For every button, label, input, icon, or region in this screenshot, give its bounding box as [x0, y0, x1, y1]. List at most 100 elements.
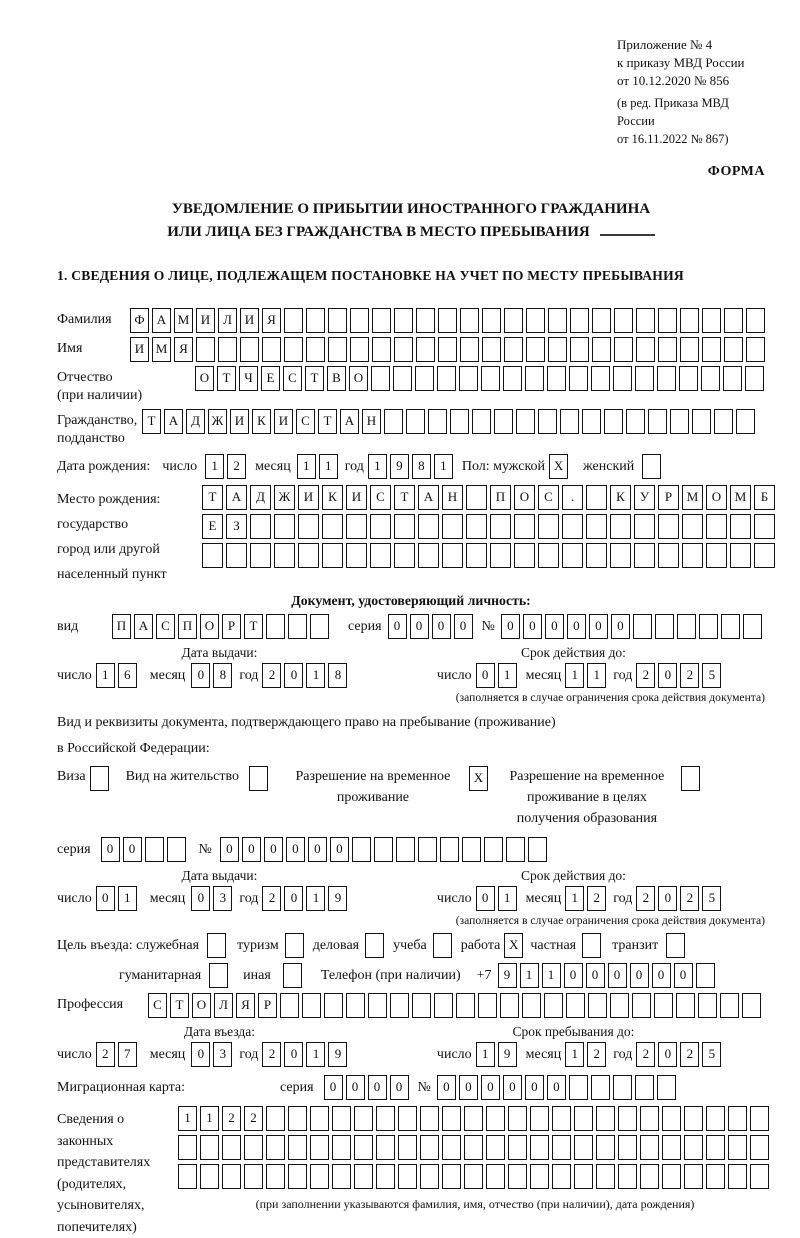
char-cell[interactable]: М: [152, 337, 171, 362]
char-cell[interactable]: 2: [636, 663, 655, 688]
char-cell[interactable]: [376, 1106, 395, 1131]
char-cell[interactable]: 0: [454, 614, 473, 639]
char-cell[interactable]: [459, 366, 478, 391]
char-cell[interactable]: К: [252, 409, 271, 434]
char-cell[interactable]: [352, 837, 371, 862]
char-cell[interactable]: [438, 337, 457, 362]
char-cell[interactable]: 1: [178, 1106, 197, 1131]
char-cell[interactable]: Ж: [208, 409, 227, 434]
char-cell[interactable]: [350, 308, 369, 333]
char-cell[interactable]: [418, 543, 439, 568]
char-cell[interactable]: [462, 837, 481, 862]
char-cell[interactable]: [706, 514, 727, 539]
char-cell[interactable]: [280, 993, 299, 1018]
char-cell[interactable]: Л: [218, 308, 237, 333]
char-cell[interactable]: [354, 1164, 373, 1189]
char-cell[interactable]: [720, 993, 739, 1018]
char-cell[interactable]: [514, 514, 535, 539]
char-cell[interactable]: [750, 1164, 769, 1189]
char-cell[interactable]: 0: [432, 614, 451, 639]
char-cell[interactable]: 0: [308, 837, 327, 862]
char-cell[interactable]: [310, 1135, 329, 1160]
char-cell[interactable]: [635, 1075, 654, 1100]
char-cell[interactable]: [569, 366, 588, 391]
char-cell[interactable]: [696, 963, 715, 988]
char-cell[interactable]: [658, 308, 677, 333]
char-cell[interactable]: [274, 543, 295, 568]
char-cell[interactable]: [442, 514, 463, 539]
char-cell[interactable]: [699, 614, 718, 639]
char-cell[interactable]: [666, 933, 685, 958]
char-cell[interactable]: [528, 837, 547, 862]
char-cell[interactable]: О: [349, 366, 368, 391]
char-cell[interactable]: 2: [96, 1042, 115, 1067]
char-cell[interactable]: 6: [118, 663, 137, 688]
char-cell[interactable]: [552, 1106, 571, 1131]
char-cell[interactable]: 1: [565, 1042, 584, 1067]
char-cell[interactable]: [420, 1135, 439, 1160]
char-cell[interactable]: [284, 337, 303, 362]
char-cell[interactable]: [370, 514, 391, 539]
char-cell[interactable]: [500, 993, 519, 1018]
char-cell[interactable]: И: [298, 485, 319, 510]
char-cell[interactable]: 1: [520, 963, 539, 988]
char-cell[interactable]: 2: [587, 1042, 606, 1067]
char-cell[interactable]: [442, 1164, 461, 1189]
char-cell[interactable]: [514, 543, 535, 568]
char-cell[interactable]: X: [549, 454, 568, 479]
char-cell[interactable]: [332, 1106, 351, 1131]
char-cell[interactable]: 0: [545, 614, 564, 639]
char-cell[interactable]: [508, 1106, 527, 1131]
char-cell[interactable]: [728, 1135, 747, 1160]
char-cell[interactable]: [478, 993, 497, 1018]
char-cell[interactable]: З: [226, 514, 247, 539]
char-cell[interactable]: Р: [222, 614, 241, 639]
char-cell[interactable]: [288, 1135, 307, 1160]
char-cell[interactable]: И: [230, 409, 249, 434]
char-cell[interactable]: У: [634, 485, 655, 510]
char-cell[interactable]: [354, 1106, 373, 1131]
char-cell[interactable]: [486, 1135, 505, 1160]
char-cell[interactable]: [569, 1075, 588, 1100]
char-cell[interactable]: [226, 543, 247, 568]
char-cell[interactable]: 0: [388, 614, 407, 639]
char-cell[interactable]: Т: [170, 993, 189, 1018]
char-cell[interactable]: [706, 1135, 725, 1160]
char-cell[interactable]: 1: [565, 886, 584, 911]
char-cell[interactable]: [626, 409, 645, 434]
char-cell[interactable]: X: [504, 933, 523, 958]
char-cell[interactable]: О: [200, 614, 219, 639]
char-cell[interactable]: [442, 1135, 461, 1160]
char-cell[interactable]: [592, 337, 611, 362]
char-cell[interactable]: 3: [213, 886, 232, 911]
char-cell[interactable]: 0: [567, 614, 586, 639]
char-cell[interactable]: С: [296, 409, 315, 434]
char-cell[interactable]: [196, 337, 215, 362]
char-cell[interactable]: [482, 308, 501, 333]
char-cell[interactable]: [354, 1135, 373, 1160]
char-cell[interactable]: М: [174, 308, 193, 333]
char-cell[interactable]: 0: [368, 1075, 387, 1100]
char-cell[interactable]: 1: [205, 454, 224, 479]
char-cell[interactable]: 0: [284, 1042, 303, 1067]
char-cell[interactable]: 1: [498, 663, 517, 688]
char-cell[interactable]: [433, 933, 452, 958]
char-cell[interactable]: [486, 1106, 505, 1131]
char-cell[interactable]: [743, 614, 762, 639]
char-cell[interactable]: [684, 1106, 703, 1131]
char-cell[interactable]: [178, 1164, 197, 1189]
char-cell[interactable]: 5: [702, 663, 721, 688]
char-cell[interactable]: [582, 933, 601, 958]
char-cell[interactable]: [371, 366, 390, 391]
char-cell[interactable]: [322, 514, 343, 539]
char-cell[interactable]: Я: [262, 308, 281, 333]
char-cell[interactable]: [662, 1164, 681, 1189]
char-cell[interactable]: 2: [262, 663, 281, 688]
char-cell[interactable]: [207, 933, 226, 958]
char-cell[interactable]: [346, 543, 367, 568]
char-cell[interactable]: 0: [476, 886, 495, 911]
char-cell[interactable]: [682, 543, 703, 568]
char-cell[interactable]: Ж: [274, 485, 295, 510]
char-cell[interactable]: 0: [191, 1042, 210, 1067]
char-cell[interactable]: Л: [214, 993, 233, 1018]
